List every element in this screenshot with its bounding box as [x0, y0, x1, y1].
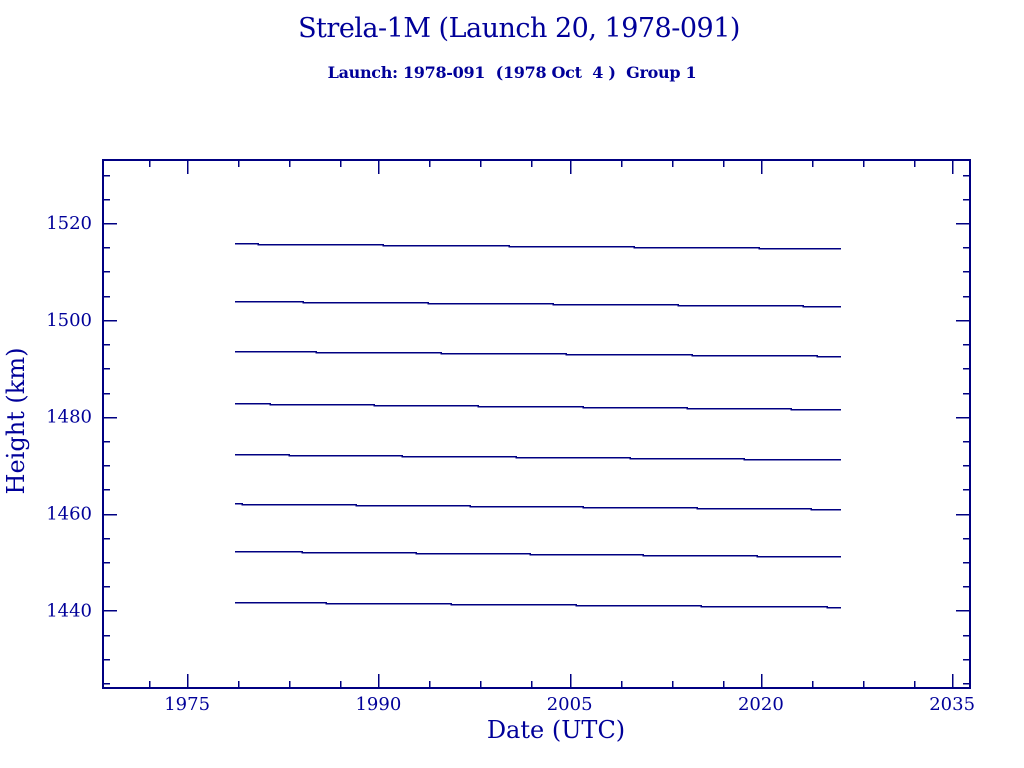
- axis-ticks: [103, 160, 970, 688]
- satellite-height-line: [235, 402, 842, 411]
- satellite-height-line: [235, 601, 842, 609]
- x-axis-label: Date (UTC): [486, 716, 626, 744]
- satellite-height-line: [235, 550, 842, 558]
- x-tick-label: 1990: [355, 694, 401, 715]
- x-tick-label: 2005: [547, 694, 593, 715]
- y-tick-label: 1520: [46, 213, 92, 234]
- satellite-height-line: [235, 453, 842, 461]
- x-tick-label: 2035: [929, 694, 975, 715]
- y-tick-label: 1440: [46, 600, 92, 621]
- y-tick-label: 1460: [46, 504, 92, 525]
- satellite-height-line: [235, 242, 842, 250]
- y-tick-label: 1480: [46, 407, 92, 428]
- x-tick-label: 1975: [164, 694, 210, 715]
- satellite-height-line: [235, 300, 842, 308]
- y-tick-label: 1500: [46, 310, 92, 331]
- series-lines: [235, 242, 842, 609]
- chart-title: Strela-1M (Launch 20, 1978-091): [298, 13, 740, 44]
- x-tick-label: 2020: [738, 694, 784, 715]
- satellite-height-line: [235, 350, 842, 358]
- plot-border: [102, 159, 971, 689]
- chart-subtitle: Launch: 1978-091 (1978 Oct 4 ) Group 1: [327, 63, 697, 82]
- satellite-height-line: [235, 502, 842, 511]
